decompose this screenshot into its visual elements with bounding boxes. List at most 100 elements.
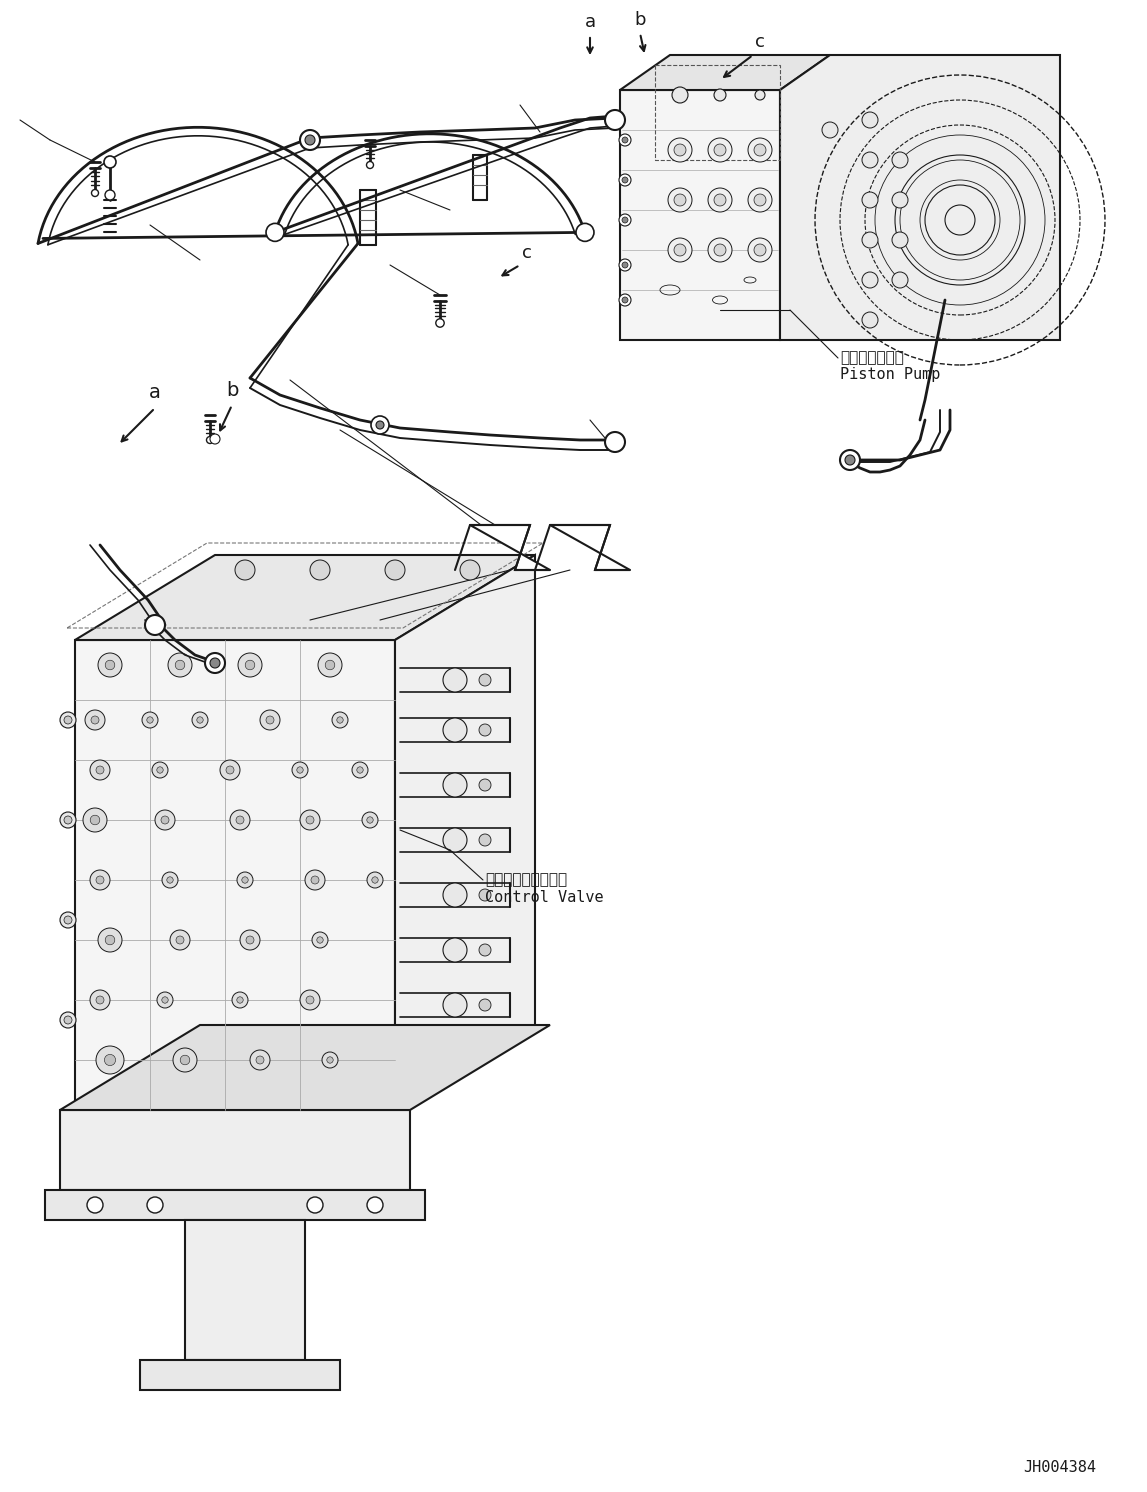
Circle shape <box>297 767 303 773</box>
Circle shape <box>305 134 315 145</box>
Circle shape <box>232 992 248 1009</box>
Circle shape <box>147 716 154 724</box>
Circle shape <box>60 712 76 728</box>
Circle shape <box>147 1197 163 1213</box>
Circle shape <box>106 935 115 944</box>
Text: a: a <box>149 383 161 403</box>
Circle shape <box>376 421 384 430</box>
Circle shape <box>622 216 629 222</box>
Circle shape <box>205 653 225 673</box>
Circle shape <box>92 189 99 197</box>
Text: ピストンポンプ: ピストンポンプ <box>840 351 904 366</box>
Circle shape <box>250 1050 270 1070</box>
Circle shape <box>96 997 104 1004</box>
Circle shape <box>367 816 373 824</box>
Circle shape <box>479 944 491 956</box>
Circle shape <box>668 137 692 163</box>
Circle shape <box>231 810 250 830</box>
Circle shape <box>162 997 169 1003</box>
Circle shape <box>863 152 877 169</box>
Circle shape <box>443 938 467 962</box>
Circle shape <box>318 653 342 677</box>
Circle shape <box>479 724 491 736</box>
Circle shape <box>173 1047 197 1071</box>
Polygon shape <box>780 55 1060 340</box>
Circle shape <box>479 674 491 686</box>
Text: a: a <box>585 13 595 31</box>
Circle shape <box>175 659 185 670</box>
Circle shape <box>619 260 631 272</box>
Circle shape <box>892 272 908 288</box>
Polygon shape <box>45 1191 426 1220</box>
Circle shape <box>840 451 860 470</box>
Circle shape <box>245 935 253 944</box>
Circle shape <box>60 912 76 928</box>
Circle shape <box>256 1056 264 1064</box>
Circle shape <box>479 1000 491 1012</box>
Circle shape <box>206 437 213 443</box>
Text: b: b <box>634 10 646 28</box>
Text: Control Valve: Control Valve <box>485 891 603 906</box>
Circle shape <box>210 658 220 668</box>
Circle shape <box>64 816 72 824</box>
Circle shape <box>668 239 692 263</box>
Circle shape <box>167 653 192 677</box>
Circle shape <box>863 312 877 328</box>
Circle shape <box>754 194 766 206</box>
Text: c: c <box>522 245 532 263</box>
Circle shape <box>622 137 629 143</box>
Circle shape <box>311 876 319 883</box>
Circle shape <box>155 810 175 830</box>
Circle shape <box>237 653 262 677</box>
Circle shape <box>443 883 467 907</box>
Circle shape <box>460 560 479 580</box>
Circle shape <box>83 809 107 833</box>
Circle shape <box>892 231 908 248</box>
Circle shape <box>64 1016 72 1024</box>
Circle shape <box>604 110 625 130</box>
Circle shape <box>370 416 389 434</box>
Circle shape <box>713 194 726 206</box>
Polygon shape <box>75 555 535 640</box>
Circle shape <box>237 871 253 888</box>
Circle shape <box>310 560 330 580</box>
Circle shape <box>443 994 467 1018</box>
Circle shape <box>322 1052 338 1068</box>
Circle shape <box>604 433 625 452</box>
Circle shape <box>622 297 629 303</box>
Circle shape <box>327 1056 333 1064</box>
Circle shape <box>106 659 115 670</box>
Circle shape <box>153 762 167 777</box>
Circle shape <box>60 812 76 828</box>
Circle shape <box>240 930 260 950</box>
Circle shape <box>292 762 309 777</box>
Polygon shape <box>551 525 630 570</box>
Circle shape <box>266 716 274 724</box>
Circle shape <box>91 716 99 724</box>
Circle shape <box>175 935 184 944</box>
Circle shape <box>713 245 726 257</box>
Circle shape <box>436 319 444 327</box>
Circle shape <box>708 137 732 163</box>
Circle shape <box>97 928 122 952</box>
Circle shape <box>312 932 328 947</box>
Circle shape <box>307 1197 323 1213</box>
Circle shape <box>301 991 320 1010</box>
Circle shape <box>708 239 732 263</box>
Circle shape <box>170 930 190 950</box>
Polygon shape <box>140 1361 340 1391</box>
Text: Piston Pump: Piston Pump <box>840 367 941 382</box>
Circle shape <box>317 937 323 943</box>
Circle shape <box>89 759 110 780</box>
Text: b: b <box>226 380 239 400</box>
Circle shape <box>443 668 467 692</box>
Circle shape <box>306 816 314 824</box>
Circle shape <box>892 192 908 207</box>
Circle shape <box>372 877 379 883</box>
Polygon shape <box>621 55 830 90</box>
Circle shape <box>161 816 169 824</box>
Circle shape <box>362 812 379 828</box>
Circle shape <box>166 877 173 883</box>
Circle shape <box>331 712 348 728</box>
Circle shape <box>145 615 165 636</box>
